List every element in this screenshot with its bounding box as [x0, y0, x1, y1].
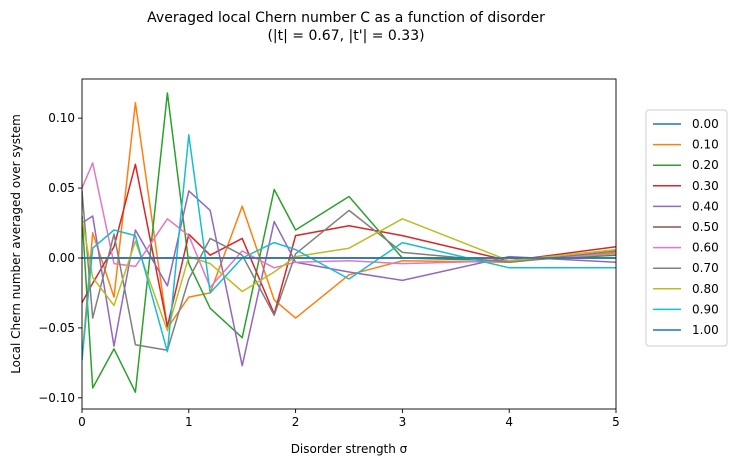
x-axis-label: Disorder strength σ: [291, 442, 408, 456]
legend: 0.00 0.10 0.20 0.30 0.40 0.50 0.60 0.70 0.80 0.90…: [645, 109, 728, 347]
series-line-0.80: [82, 218, 616, 332]
legend-label: 0.80: [692, 282, 719, 296]
legend-label: 0.40: [692, 199, 719, 213]
series-line-0.90: [82, 134, 616, 361]
x-tick-label: 1: [185, 415, 193, 429]
y-tick-label: −0.05: [38, 321, 75, 335]
y-tick-label: 0.10: [48, 111, 75, 125]
legend-label: 1.00: [692, 323, 719, 337]
x-tick-label: 2: [292, 415, 300, 429]
y-tick-label: 0.05: [48, 181, 75, 195]
legend-label: 0.20: [692, 158, 719, 172]
legend-label: 0.00: [692, 117, 719, 131]
series-line-0.60: [82, 162, 616, 289]
series-line-0.70: [82, 190, 616, 352]
legend-label: 0.30: [692, 179, 719, 193]
legend-label: 0.10: [692, 138, 719, 152]
x-tick-label: 3: [399, 415, 407, 429]
y-axis: −0.10 −0.05 0.00 0.05 0.10: [38, 111, 82, 405]
legend-label: 0.70: [692, 261, 719, 275]
x-axis: 0 1 2 3 4 5: [78, 409, 620, 429]
y-tick-label: −0.10: [38, 391, 75, 405]
series-line-0.40: [82, 190, 616, 367]
plot-frame: [81, 78, 617, 410]
chart-title: Averaged local Chern number C as a funct…: [147, 10, 545, 26]
series-line-0.20: [82, 92, 616, 393]
legend-label: 0.90: [692, 302, 719, 316]
series-layer: [82, 92, 616, 393]
legend-label: 0.50: [692, 220, 719, 234]
x-tick-label: 5: [612, 415, 620, 429]
legend-label: 0.60: [692, 241, 719, 255]
x-tick-label: 0: [78, 415, 86, 429]
legend-frame: [645, 109, 728, 347]
y-axis-label: Local Chern number averaged over system: [9, 114, 23, 374]
series-line-0.30: [82, 163, 616, 328]
y-tick-label: 0.00: [48, 251, 75, 265]
x-tick-label: 4: [505, 415, 513, 429]
chart-subtitle: (|t| = 0.67, |t'| = 0.33): [267, 28, 424, 44]
